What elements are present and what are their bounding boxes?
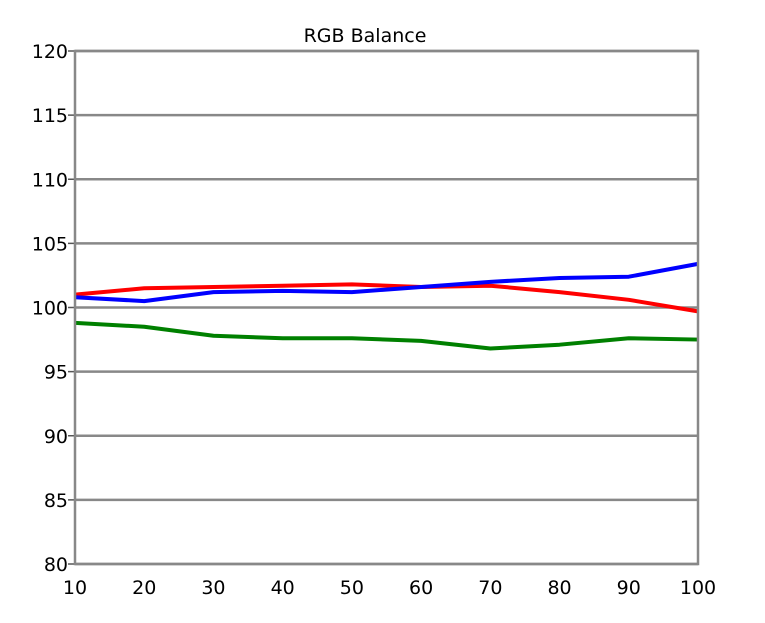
y-tick-label: 115 <box>32 105 68 127</box>
x-tick-label: 40 <box>271 577 295 599</box>
series-line-0 <box>74 282 699 314</box>
y-tick-label: 95 <box>44 362 68 384</box>
chart-title: RGB Balance <box>304 25 427 47</box>
x-tick-label: 80 <box>547 577 571 599</box>
grid-lines <box>75 49 698 566</box>
y-tick-label: 120 <box>32 41 68 63</box>
x-tick-label: 60 <box>409 577 433 599</box>
x-tick-label: 90 <box>617 577 641 599</box>
x-tick-label: 70 <box>478 577 502 599</box>
x-tick-label: 50 <box>340 577 364 599</box>
series-lines <box>74 261 699 351</box>
y-tick-label: 110 <box>32 169 68 191</box>
y-tick-label: 80 <box>44 554 68 576</box>
y-tick-label: 85 <box>44 490 68 512</box>
x-axis: 10 20 30 40 50 60 70 80 90 100 <box>63 577 716 599</box>
series-line-2 <box>74 320 699 351</box>
y-tick-label: 90 <box>44 426 68 448</box>
series-line-1 <box>74 261 699 304</box>
plot-frame <box>73 49 700 566</box>
x-tick-label: 30 <box>201 577 225 599</box>
x-tick-label: 10 <box>63 577 87 599</box>
y-axis: 80 85 90 95 100 105 110 115 120 <box>32 41 75 576</box>
x-tick-label: 20 <box>132 577 156 599</box>
y-tick-label: 105 <box>32 233 68 255</box>
y-tick-label: 100 <box>32 298 68 320</box>
x-tick-label: 100 <box>680 577 716 599</box>
